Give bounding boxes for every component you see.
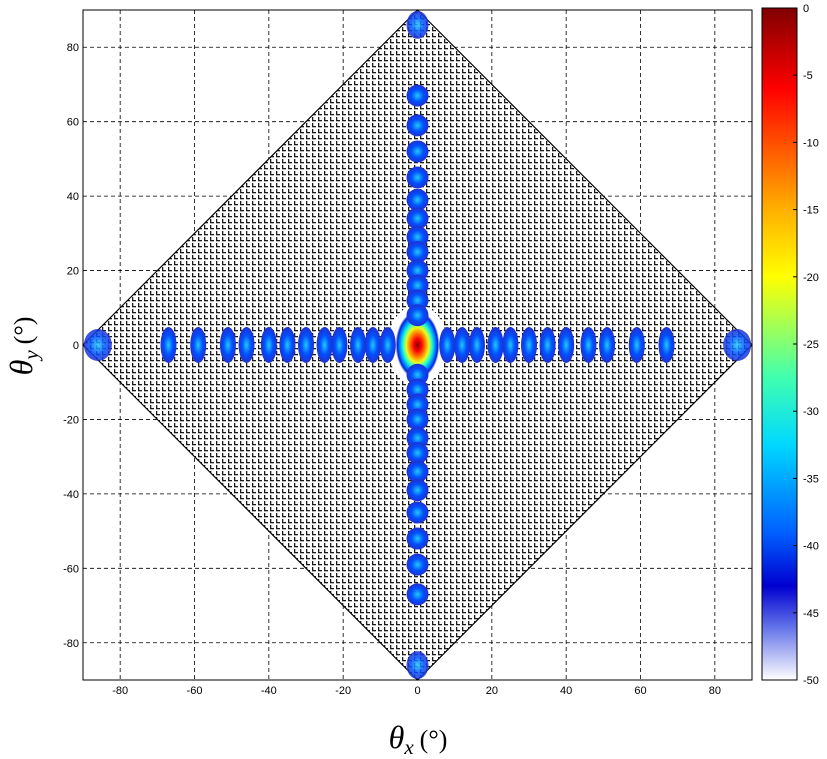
sidelobe-x-24 bbox=[658, 327, 675, 363]
sidelobe-y-25 bbox=[406, 651, 429, 680]
sidelobe-y-19 bbox=[406, 460, 429, 483]
sidelobe-y-16 bbox=[406, 408, 429, 431]
x-axis-symbol: θ bbox=[389, 719, 405, 755]
sidelobe-x-4 bbox=[238, 327, 255, 363]
colorbar-tick-label-8: -40 bbox=[803, 541, 819, 553]
sidelobe-x-1 bbox=[160, 327, 177, 363]
y-tick-label-7: -60 bbox=[63, 563, 79, 575]
sidelobe-y-3 bbox=[406, 140, 429, 163]
y-tick-labels: 80 60 40 20 0 -20 -40 -60 -80 bbox=[63, 42, 79, 650]
x-tick-label-6: 40 bbox=[560, 685, 572, 697]
colorbar-tick-label-6: -30 bbox=[803, 406, 819, 418]
sidelobe-x-19 bbox=[539, 327, 556, 363]
y-tick-label-5: -20 bbox=[63, 414, 79, 426]
colorbar-tick-label-3: -15 bbox=[803, 205, 819, 217]
y-tick-label-4: 0 bbox=[73, 340, 79, 352]
colorbar-tick-labels: 0 -5 -10 -15 -20 -25 -30 -35 -40 -45 -50 bbox=[793, 3, 819, 687]
y-axis-symbol: θ bbox=[3, 360, 39, 376]
y-tick-label-2: 40 bbox=[67, 191, 79, 203]
x-tick-label-3: -20 bbox=[335, 685, 351, 697]
colorbar-tick-label-5: -25 bbox=[803, 339, 819, 351]
sidelobe-x-9 bbox=[331, 327, 348, 363]
sidelobe-y-12 bbox=[406, 304, 429, 327]
sidelobe-x-10 bbox=[350, 327, 367, 363]
sidelobe-y-1 bbox=[406, 84, 429, 107]
sidelobe-x-23 bbox=[628, 327, 645, 363]
sidelobe-y-5 bbox=[406, 188, 429, 211]
sidelobe-x-7 bbox=[298, 327, 314, 363]
sidelobe-x-5 bbox=[260, 327, 277, 363]
x-tick-labels: -80 -60 -40 -20 0 20 40 60 80 bbox=[112, 685, 721, 697]
colorbar-tick-label-1: -5 bbox=[803, 70, 813, 82]
sidelobe-x-0 bbox=[83, 329, 112, 361]
y-tick-label-8: -80 bbox=[63, 638, 79, 650]
main-lobe bbox=[395, 311, 440, 379]
sidelobe-x-20 bbox=[558, 327, 575, 363]
colorbar-tick-label-10: -50 bbox=[803, 675, 819, 687]
sidelobe-y-0 bbox=[406, 10, 429, 39]
sidelobe-x-8 bbox=[316, 327, 333, 363]
colorbar-tick-label-4: -20 bbox=[803, 272, 819, 284]
sidelobe-x-13 bbox=[439, 327, 456, 363]
x-axis-unit: (°) bbox=[420, 725, 448, 754]
sidelobe-x-22 bbox=[599, 327, 616, 363]
x-tick-label-7: 60 bbox=[634, 685, 646, 697]
sidelobe-x-15 bbox=[468, 327, 485, 363]
sidelobe-y-18 bbox=[406, 441, 429, 464]
y-tick-label-3: 20 bbox=[67, 266, 79, 278]
sidelobe-y-22 bbox=[406, 527, 429, 550]
colorbar-tick-label-7: -35 bbox=[803, 473, 819, 485]
sidelobe-x-12 bbox=[379, 327, 396, 363]
colorbar-tick-label-2: -10 bbox=[803, 137, 819, 149]
colorbar: 0 -5 -10 -15 -20 -25 -30 -35 -40 -45 -50 bbox=[761, 3, 819, 687]
sidelobe-y-2 bbox=[406, 114, 429, 137]
y-tick-label-0: 80 bbox=[67, 42, 79, 54]
sidelobe-y-24 bbox=[406, 583, 429, 606]
x-tick-label-0: -80 bbox=[112, 685, 128, 697]
x-tick-label-5: 20 bbox=[486, 685, 498, 697]
sidelobe-y-20 bbox=[406, 479, 429, 502]
x-axis-subscript: x bbox=[403, 735, 414, 759]
sidelobe-y-8 bbox=[406, 240, 429, 263]
y-axis-subscript: y bbox=[19, 350, 43, 362]
x-tick-label-8: 80 bbox=[709, 685, 721, 697]
sidelobe-x-11 bbox=[364, 327, 381, 363]
y-tick-label-1: 60 bbox=[67, 117, 79, 129]
plot-area: -80 -60 -40 -20 0 20 40 60 80 80 60 40 20 0 -20 -40 -60… bbox=[63, 9, 753, 697]
colorbar-tick-label-0: 0 bbox=[803, 3, 809, 15]
sidelobe-x-17 bbox=[502, 327, 519, 363]
sidelobe-y-6 bbox=[406, 207, 429, 230]
sidelobe-x-18 bbox=[521, 327, 537, 363]
x-tick-label-1: -60 bbox=[187, 685, 203, 697]
y-axis-unit: (°) bbox=[9, 317, 38, 345]
colorbar-gradient bbox=[761, 7, 798, 681]
sidelobe-x-6 bbox=[279, 327, 296, 363]
sidelobe-x-16 bbox=[487, 327, 504, 363]
sidelobe-y-21 bbox=[406, 501, 429, 524]
colorbar-tick-label-9: -45 bbox=[803, 608, 819, 620]
x-tick-label-4: 0 bbox=[414, 685, 420, 697]
sidelobe-y-4 bbox=[406, 166, 429, 189]
sidelobe-x-3 bbox=[219, 327, 236, 363]
y-tick-label-6: -40 bbox=[63, 489, 79, 501]
sidelobe-y-23 bbox=[406, 553, 429, 576]
x-tick-label-2: -40 bbox=[261, 685, 277, 697]
sidelobe-x-14 bbox=[454, 327, 471, 363]
y-axis-label: θy (°) bbox=[3, 317, 43, 376]
sidelobe-x-21 bbox=[580, 327, 597, 363]
x-axis-label: θx (°) bbox=[389, 719, 448, 759]
lobes bbox=[83, 10, 752, 680]
sidelobe-x-2 bbox=[190, 327, 207, 363]
sidelobe-x-25 bbox=[723, 329, 752, 361]
